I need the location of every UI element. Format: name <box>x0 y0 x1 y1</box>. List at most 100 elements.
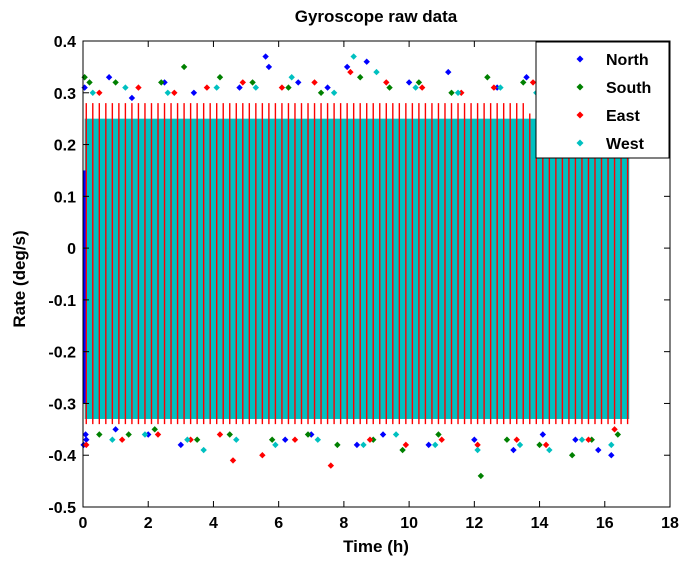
east-point <box>203 84 211 91</box>
north-point <box>379 431 387 438</box>
west-point <box>412 84 419 91</box>
south-point <box>86 79 93 86</box>
y-tick-label: -0.2 <box>48 345 76 362</box>
east-point <box>366 436 374 443</box>
y-axis-label: Rate (deg/s) <box>10 230 29 327</box>
north-point <box>539 431 547 438</box>
south-point <box>399 446 406 454</box>
east-point <box>490 84 498 91</box>
east-point <box>542 441 550 449</box>
west-point <box>497 84 504 91</box>
legend-label: North <box>606 52 649 69</box>
y-tick-label: -0.4 <box>48 448 76 465</box>
east-point <box>83 441 90 449</box>
y-tick-label: -0.5 <box>48 500 76 517</box>
west-point <box>233 436 240 443</box>
west-point <box>454 89 462 96</box>
north-point <box>161 79 168 86</box>
north-point <box>363 58 370 65</box>
east-point <box>474 441 481 449</box>
west-point <box>200 446 207 454</box>
north-point <box>493 84 501 91</box>
west-point <box>432 441 439 449</box>
south-point <box>96 431 103 438</box>
north-initial-segment <box>83 170 86 404</box>
north-point <box>425 441 432 449</box>
east-point <box>96 89 103 96</box>
legend-marker <box>576 139 584 147</box>
south-point <box>151 426 158 433</box>
legend-marker <box>576 55 584 63</box>
north-point <box>353 441 361 449</box>
west-point <box>516 441 524 449</box>
south-point <box>536 441 543 449</box>
north-point <box>510 446 517 454</box>
y-tick-label: 0.3 <box>54 86 76 103</box>
east-point <box>611 426 618 433</box>
south-point <box>112 79 119 86</box>
north-point <box>128 94 136 102</box>
south-point <box>614 431 622 438</box>
south-point <box>588 436 595 443</box>
west-point <box>164 89 171 96</box>
north-point <box>236 84 243 91</box>
north-point <box>608 452 615 459</box>
west-point <box>474 446 481 454</box>
west-point <box>213 84 220 91</box>
legend: North South East West <box>535 41 670 159</box>
east-point <box>383 79 390 86</box>
south-point <box>304 431 312 438</box>
legend-marker <box>576 83 584 91</box>
east-point <box>187 436 194 443</box>
north-point <box>343 63 351 71</box>
x-tick-label: 6 <box>274 515 283 532</box>
west-point <box>578 436 586 443</box>
west-point <box>184 436 191 443</box>
x-tick-label: 12 <box>465 515 483 532</box>
north-point <box>308 431 315 438</box>
north-point <box>523 74 530 81</box>
south-point <box>370 436 377 443</box>
south-point <box>435 431 442 438</box>
south-point <box>317 89 325 96</box>
west-point <box>608 441 615 449</box>
legend-label: East <box>606 108 640 125</box>
south-point <box>268 436 276 443</box>
east-point <box>438 436 445 443</box>
east-point <box>529 79 537 86</box>
x-tick-label: 4 <box>209 515 218 532</box>
west-point <box>89 89 96 96</box>
west-point <box>122 84 129 91</box>
south-point <box>484 74 491 81</box>
north-point <box>445 68 452 76</box>
y-tick-label: 0.4 <box>54 34 76 51</box>
x-tick-label: 2 <box>144 515 153 532</box>
east-point <box>135 84 142 91</box>
south-point <box>520 79 527 86</box>
south-point <box>334 441 341 449</box>
east-point <box>402 441 410 449</box>
west-point <box>141 431 149 438</box>
legend-item-south: South <box>576 80 651 97</box>
plot-area <box>80 53 630 480</box>
east-point <box>229 457 237 464</box>
legend-marker <box>576 111 584 119</box>
south-point <box>216 74 224 81</box>
west-point <box>373 68 380 76</box>
west-point <box>360 441 367 449</box>
north-point <box>471 436 478 443</box>
raw-data-band-fill <box>84 118 630 419</box>
west-point <box>392 431 400 438</box>
plot-frame <box>82 40 671 508</box>
north-point <box>177 441 185 449</box>
east-point <box>585 436 592 443</box>
x-tick-label: 14 <box>531 515 549 532</box>
legend-label: West <box>606 136 645 153</box>
north-point <box>324 84 331 91</box>
north-point <box>112 426 119 433</box>
east-point <box>216 431 224 438</box>
east-point <box>458 89 465 96</box>
south-point <box>356 74 364 81</box>
west-point <box>272 441 279 449</box>
